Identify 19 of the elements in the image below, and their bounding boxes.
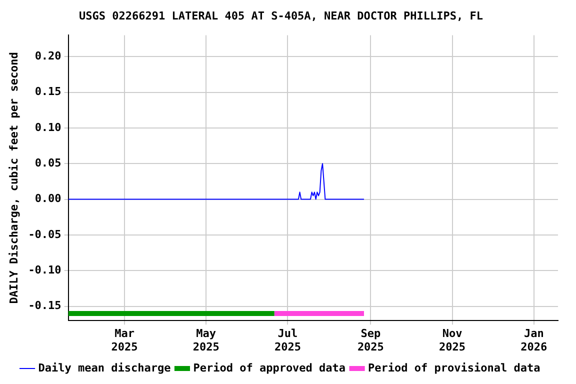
x-tick-label: Mar 2025 — [111, 327, 138, 354]
chart-title: USGS 02266291 LATERAL 405 AT S-405A, NEAR DOCTOR PHILLIPS, FL — [79, 9, 484, 22]
y-tick-label: 0.10 — [34, 120, 62, 134]
y-tick-label: 0.05 — [34, 156, 62, 170]
y-tick-label: -0.10 — [28, 264, 62, 277]
y-tick-label: -0.05 — [28, 228, 62, 241]
y-axis-title: DAILY Discharge, cubic feet per second — [7, 52, 20, 304]
x-tick-label: Jan 2026 — [520, 327, 548, 354]
legend-label: Daily mean discharge — [38, 361, 172, 374]
y-tick-label: 0.00 — [34, 192, 62, 206]
y-tick-label: 0.15 — [34, 85, 62, 98]
x-tick-label: Jul 2025 — [274, 327, 301, 354]
legend-label: Period of provisional data — [368, 361, 540, 374]
x-tick-label: Nov 2025 — [439, 327, 466, 354]
y-tick-label: -0.15 — [28, 299, 62, 312]
legend-label: Period of approved data — [193, 361, 346, 374]
x-tick-label: Sep 2025 — [357, 327, 384, 354]
x-tick-label: May 2025 — [192, 327, 220, 354]
y-tick-label: 0.20 — [34, 49, 62, 62]
